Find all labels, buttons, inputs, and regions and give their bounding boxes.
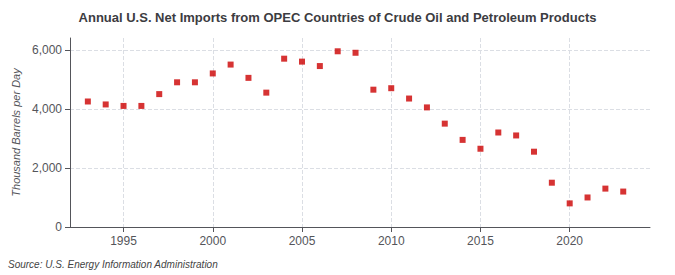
svg-text:2000: 2000 [199, 234, 226, 248]
svg-text:2005: 2005 [289, 234, 316, 248]
svg-text:Thousand Barrels per Day: Thousand Barrels per Day [10, 67, 22, 197]
svg-text:2,000: 2,000 [32, 161, 62, 175]
svg-text:6,000: 6,000 [32, 43, 62, 57]
svg-text:Annual U.S. Net Imports from O: Annual U.S. Net Imports from OPEC Countr… [79, 10, 597, 25]
svg-text:2015: 2015 [467, 234, 494, 248]
svg-text:1995: 1995 [110, 234, 137, 248]
svg-text:4,000: 4,000 [32, 102, 62, 116]
svg-text:2010: 2010 [378, 234, 405, 248]
svg-text:2020: 2020 [556, 234, 583, 248]
svg-text:0: 0 [55, 220, 62, 234]
svg-text:Source: U.S. Energy Informatio: Source: U.S. Energy Information Administ… [8, 259, 218, 270]
